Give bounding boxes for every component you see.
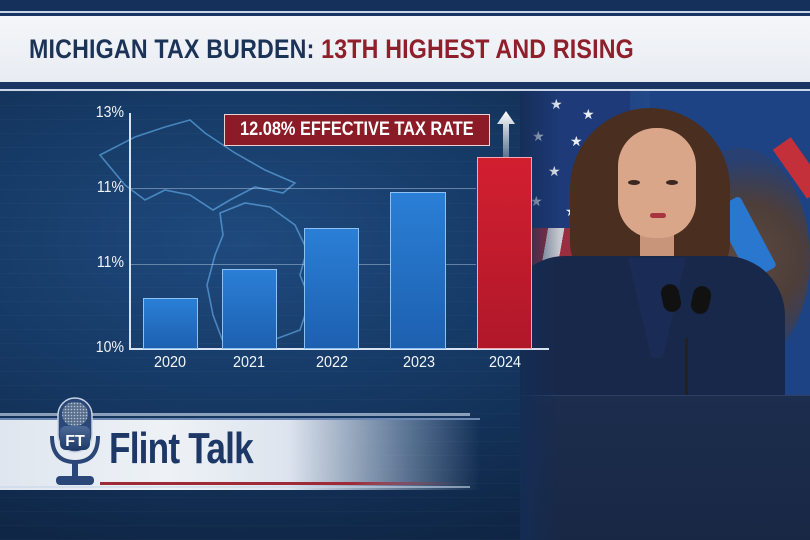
logo-bottom-line bbox=[0, 486, 470, 488]
y-tick-label: 11% bbox=[96, 179, 124, 196]
bar-2024 bbox=[477, 157, 532, 349]
effective-tax-rate-callout: 12.08% EFFECTIVE TAX RATE bbox=[224, 114, 490, 146]
callout-label: 12.08% EFFECTIVE TAX RATE bbox=[240, 119, 474, 140]
x-tick-label: 2022 bbox=[315, 354, 349, 371]
lips bbox=[650, 213, 666, 218]
mic-monogram: FT bbox=[65, 433, 85, 450]
bar-2020 bbox=[143, 298, 198, 349]
x-axis bbox=[129, 348, 549, 350]
gridline bbox=[131, 188, 476, 189]
page-title: MICHIGAN TAX BURDEN: 13TH HIGHEST AND RI… bbox=[29, 34, 634, 65]
logo-red-underline bbox=[100, 482, 460, 485]
top-bar bbox=[0, 0, 810, 12]
gridline bbox=[131, 264, 476, 265]
eye bbox=[666, 180, 678, 185]
microphone-icon: FT bbox=[50, 397, 100, 485]
michigan-map-icon bbox=[98, 119, 311, 348]
mic-stand bbox=[685, 338, 688, 398]
podium bbox=[520, 396, 810, 540]
x-tick-label: 2020 bbox=[153, 354, 187, 371]
title-highlight: 13TH HIGHEST AND RISING bbox=[321, 33, 634, 64]
up-arrow-icon bbox=[497, 111, 515, 157]
bar-2023 bbox=[390, 192, 446, 349]
bar-2022 bbox=[304, 228, 359, 349]
y-axis bbox=[129, 113, 131, 350]
logo-band-top-line bbox=[0, 413, 470, 416]
y-tick-label: 11% bbox=[96, 254, 124, 271]
bar-2021 bbox=[222, 269, 277, 349]
title-primary: MICHIGAN TAX BURDEN: bbox=[29, 33, 315, 64]
x-tick-label: 2024 bbox=[488, 354, 522, 371]
y-tick-label: 10% bbox=[95, 339, 124, 356]
speaker-photo: ★★ ★★ ★★ ★★ ★ bbox=[520, 88, 810, 540]
x-tick-label: 2021 bbox=[232, 354, 266, 371]
y-tick-label: 13% bbox=[95, 104, 124, 121]
x-tick-label: 2023 bbox=[402, 354, 436, 371]
eye bbox=[628, 180, 640, 185]
title-banner: MICHIGAN TAX BURDEN: 13TH HIGHEST AND RI… bbox=[0, 16, 810, 82]
brand-logo-text: Flint Talk bbox=[109, 424, 254, 473]
